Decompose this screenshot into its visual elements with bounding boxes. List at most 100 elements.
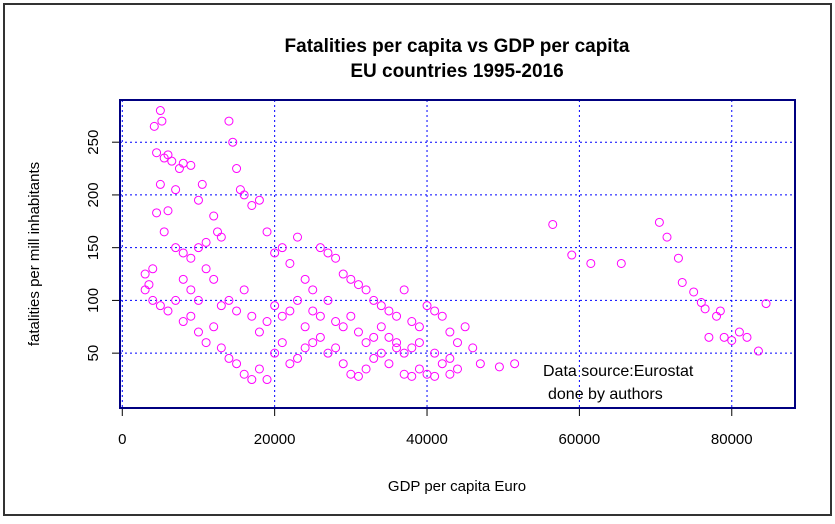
point (616, 258, 626, 268)
point (468, 343, 478, 353)
point (353, 280, 363, 290)
point (308, 285, 318, 295)
point (315, 243, 325, 253)
point (369, 353, 379, 363)
point (270, 301, 280, 311)
point (437, 311, 447, 321)
point (586, 258, 596, 268)
point (186, 160, 196, 170)
point (277, 243, 287, 253)
annotation: done by authors (548, 386, 663, 403)
y-tick-label: 50 (85, 345, 102, 362)
point (216, 301, 226, 311)
point (445, 353, 455, 363)
point (445, 369, 455, 379)
point (216, 343, 226, 353)
point (224, 353, 234, 363)
point (140, 285, 150, 295)
point (262, 317, 272, 327)
point (346, 274, 356, 284)
point (392, 343, 402, 353)
point (228, 137, 238, 147)
point (323, 348, 333, 358)
point (700, 304, 710, 314)
point (315, 332, 325, 342)
point (384, 306, 394, 316)
y-tick-label: 200 (85, 182, 102, 207)
point (384, 332, 394, 342)
point (323, 248, 333, 258)
point (494, 362, 504, 372)
point (689, 287, 699, 297)
point (719, 332, 729, 342)
chart-subtitle: EU countries 1995-2016 (350, 61, 563, 82)
point (422, 301, 432, 311)
point (197, 179, 207, 189)
point (193, 295, 203, 305)
point (285, 359, 295, 369)
point (369, 332, 379, 342)
point (460, 322, 470, 332)
point (224, 116, 234, 126)
point (148, 295, 158, 305)
point (392, 338, 402, 348)
y-axis-label: fatalities per mill inhabitants (26, 162, 43, 346)
point (315, 311, 325, 321)
y-tick-label: 100 (85, 288, 102, 313)
point (346, 311, 356, 321)
point (673, 253, 683, 263)
point (232, 164, 242, 174)
point (239, 369, 249, 379)
point (171, 185, 181, 195)
point (567, 250, 577, 260)
point (414, 364, 424, 374)
y-tick-label: 250 (85, 130, 102, 155)
point (152, 208, 162, 218)
point (254, 195, 264, 205)
point (407, 343, 417, 353)
point (293, 353, 303, 363)
point (353, 371, 363, 381)
point (285, 258, 295, 268)
point (753, 346, 763, 356)
point (361, 364, 371, 374)
point (308, 338, 318, 348)
point (430, 371, 440, 381)
point (232, 306, 242, 316)
point (140, 269, 150, 279)
point (430, 306, 440, 316)
point (270, 248, 280, 258)
point (399, 348, 409, 358)
point (178, 248, 188, 258)
annotation: Data source:Eurostat (543, 363, 694, 380)
x-tick-label: 40000 (406, 431, 448, 448)
point (445, 327, 455, 337)
y-tick-label: 150 (85, 235, 102, 260)
point (331, 253, 341, 263)
point (209, 322, 219, 332)
point (414, 322, 424, 332)
point (376, 322, 386, 332)
point (193, 327, 203, 337)
point (510, 359, 520, 369)
point (475, 359, 485, 369)
point (384, 359, 394, 369)
point (277, 311, 287, 321)
point (662, 232, 672, 242)
point (224, 295, 234, 305)
point (399, 285, 409, 295)
point (247, 375, 257, 385)
point (209, 274, 219, 284)
x-tick-label: 20000 (254, 431, 296, 448)
point (186, 285, 196, 295)
point (155, 106, 165, 116)
point (239, 190, 249, 200)
x-tick-label: 60000 (559, 431, 601, 448)
point (369, 295, 379, 305)
point (338, 322, 348, 332)
point (392, 311, 402, 321)
x-axis-label: GDP per capita Euro (388, 478, 526, 495)
point (376, 301, 386, 311)
point (186, 253, 196, 263)
